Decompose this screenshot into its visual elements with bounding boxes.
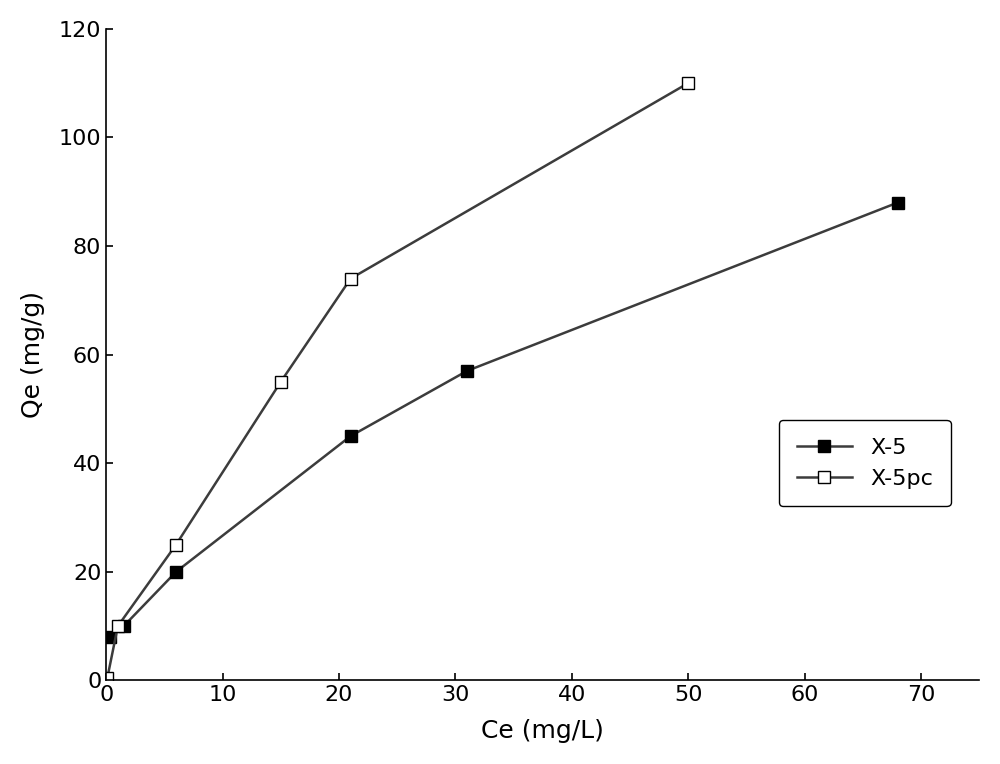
X-5	[104, 633, 116, 642]
X-axis label: Ce (mg/L): Ce (mg/L)	[481, 719, 604, 743]
Y-axis label: Qe (mg/g): Qe (mg/g)	[21, 291, 45, 418]
X-5	[892, 198, 904, 207]
X-5	[345, 432, 357, 441]
X-5pc	[275, 377, 287, 387]
Line: X-5pc: X-5pc	[101, 77, 694, 684]
X-5pc	[112, 622, 124, 631]
X-5	[118, 622, 130, 631]
X-5pc	[345, 274, 357, 283]
X-5pc	[682, 79, 694, 88]
X-5	[461, 366, 473, 375]
Line: X-5: X-5	[103, 196, 904, 643]
X-5pc	[170, 540, 182, 549]
Legend: X-5, X-5pc: X-5, X-5pc	[779, 419, 951, 507]
X-5	[170, 567, 182, 576]
X-5pc	[101, 673, 113, 682]
